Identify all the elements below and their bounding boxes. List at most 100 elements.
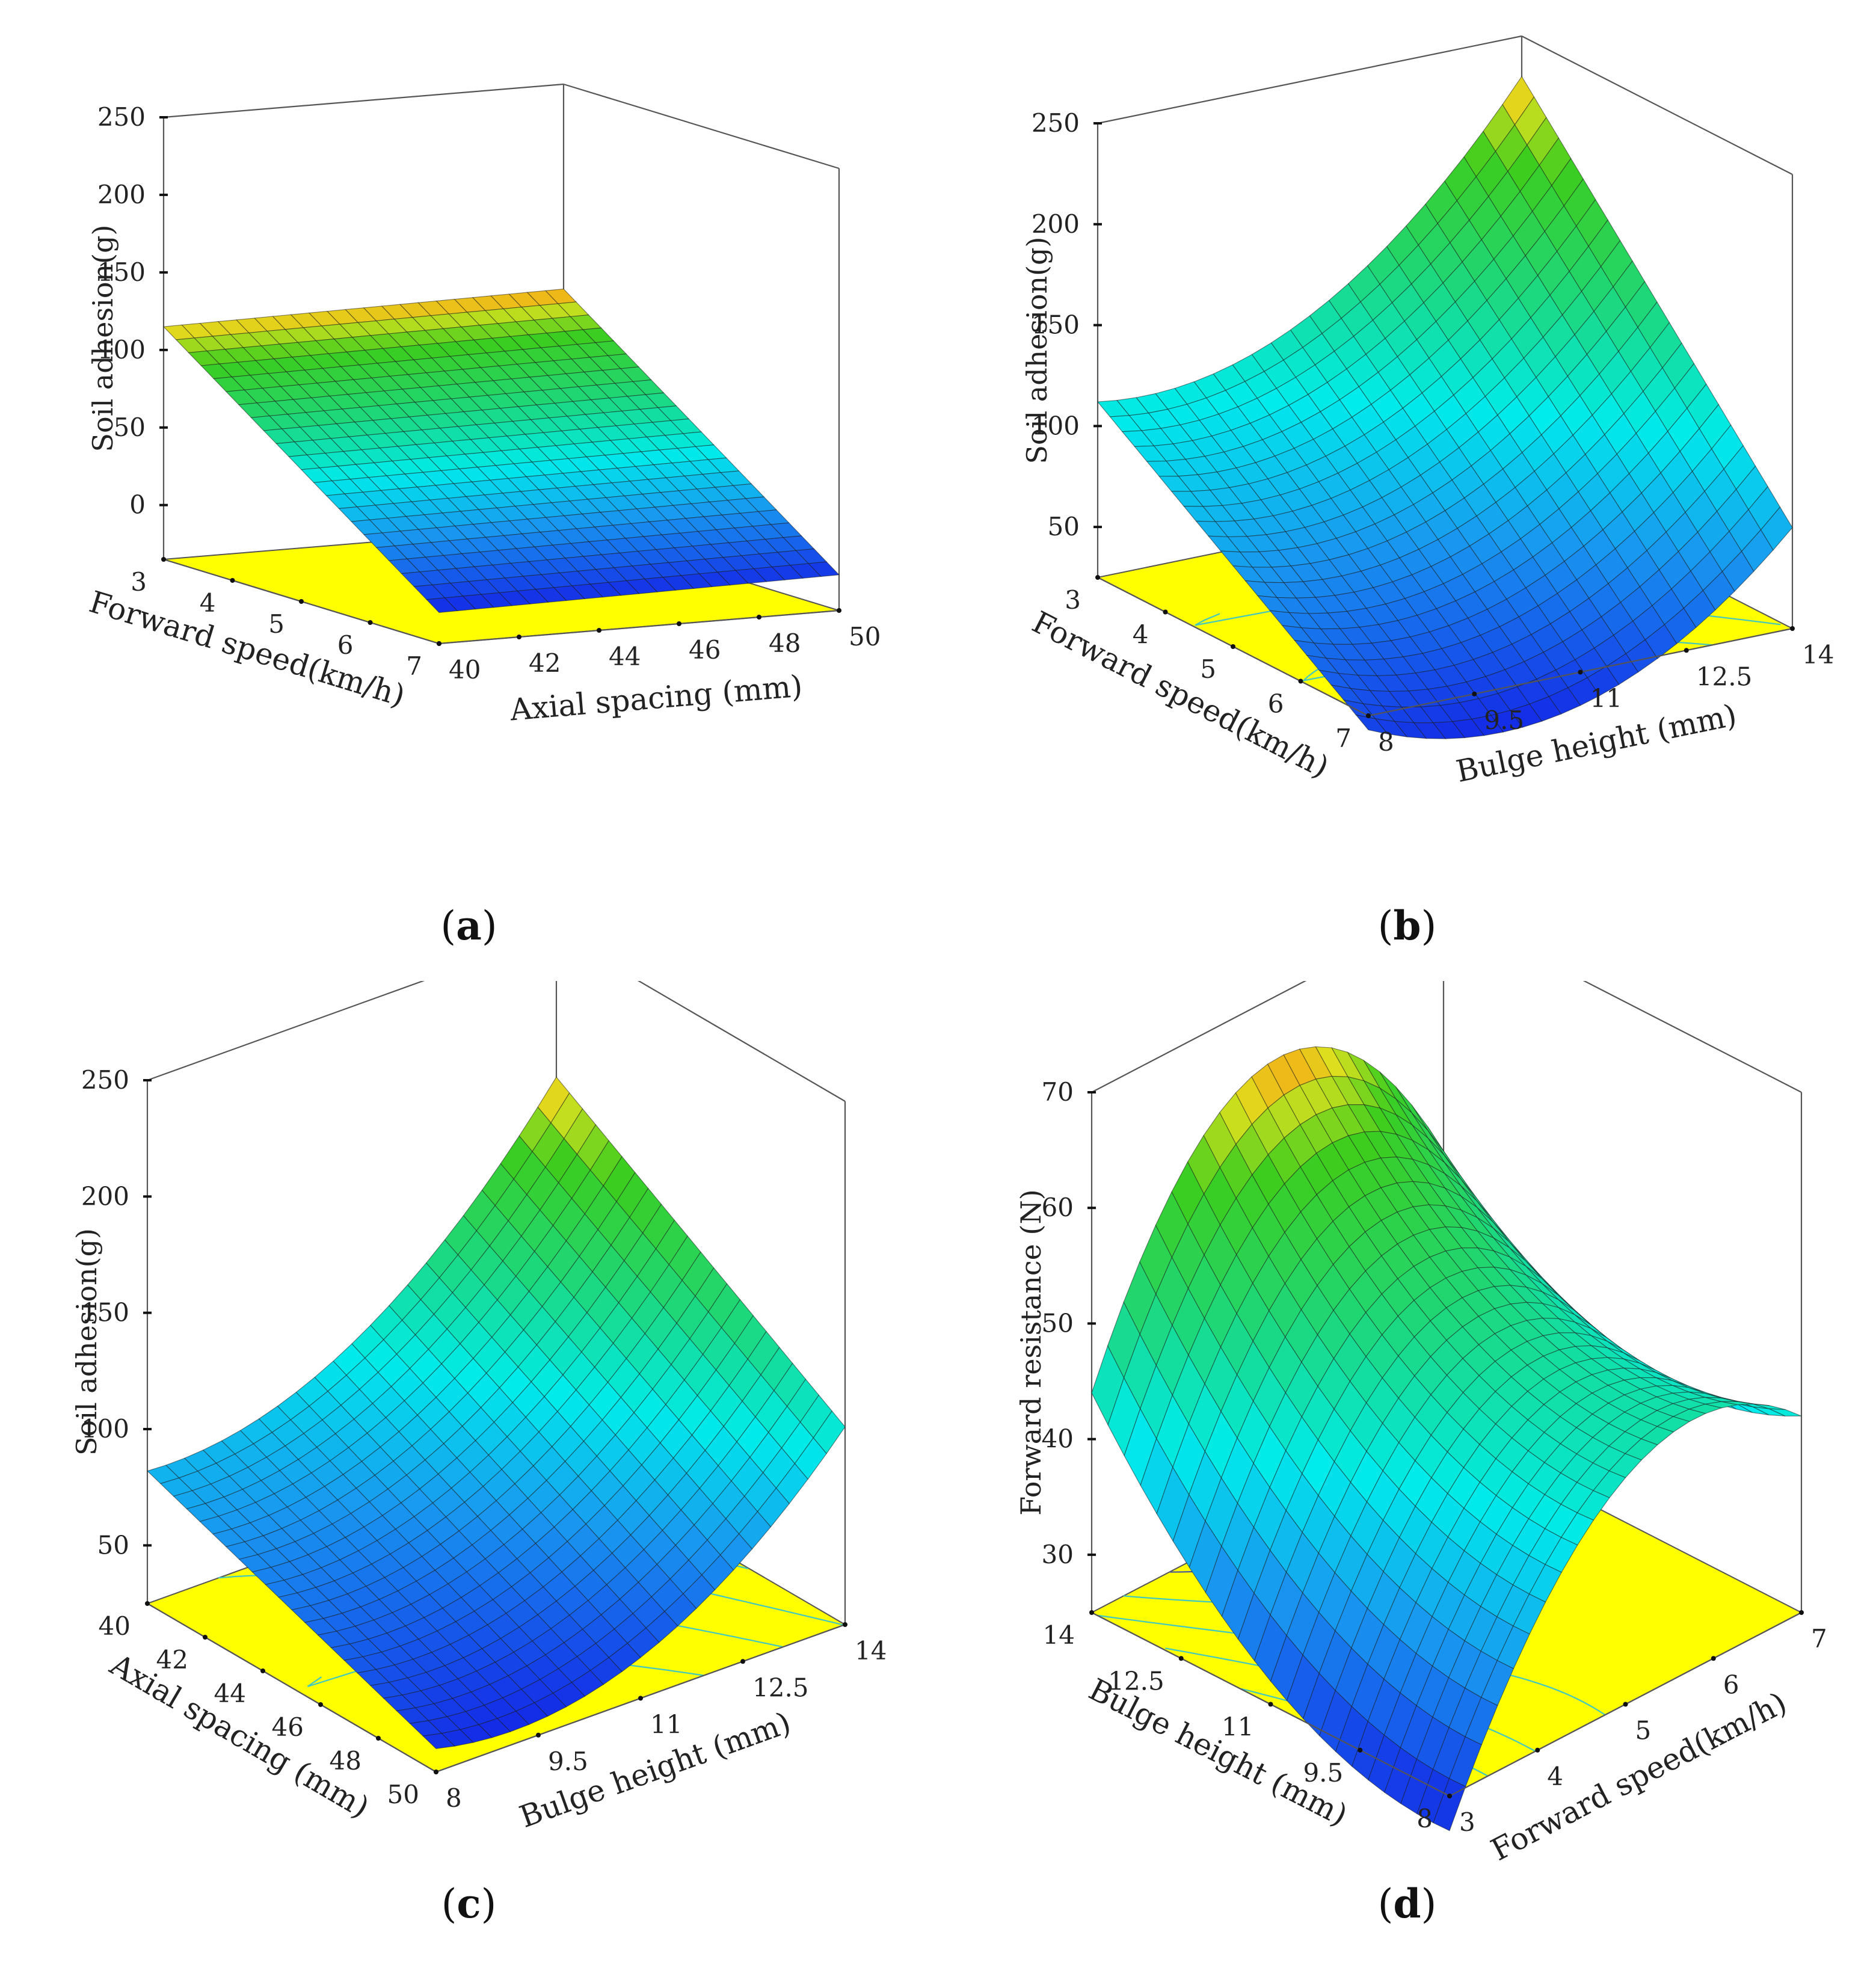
x-tick bbox=[1684, 648, 1689, 653]
z-tick-label: 150 bbox=[97, 257, 146, 287]
x-tick-label: 48 bbox=[769, 629, 801, 658]
z-tick-label: 30 bbox=[1042, 1540, 1074, 1569]
y-tick bbox=[1231, 644, 1235, 649]
x-tick-label: 14 bbox=[855, 1636, 887, 1665]
x-tick bbox=[1447, 1794, 1452, 1798]
y-tick bbox=[230, 578, 235, 583]
surface-cell bbox=[426, 597, 458, 613]
y-tick bbox=[376, 1736, 381, 1741]
surface-d bbox=[1091, 1046, 1802, 1831]
x-tick bbox=[437, 641, 441, 646]
z-tick-label: 150 bbox=[81, 1298, 129, 1327]
x-tick bbox=[638, 1696, 643, 1701]
x-tick bbox=[1535, 1747, 1540, 1753]
y-tick bbox=[1178, 1656, 1184, 1661]
z-tick-label: 100 bbox=[1032, 411, 1080, 440]
y-tick-label: 6 bbox=[1268, 689, 1284, 719]
x-tick bbox=[517, 635, 521, 639]
z-axis-title: Soil adhesion(g) bbox=[70, 1228, 103, 1456]
z-tick-label: 150 bbox=[1032, 310, 1080, 340]
z-tick-label: 0 bbox=[129, 490, 146, 520]
x-tick bbox=[434, 1770, 438, 1774]
frame-top-right-edge bbox=[1582, 981, 1802, 1093]
x-tick bbox=[1578, 669, 1583, 675]
z-tick-label: 50 bbox=[114, 413, 146, 442]
x-tick-label: 12.5 bbox=[752, 1673, 809, 1702]
surface-plot-d: 30 40 50 60 70 Forward resistance (N) 14 12.5 11… bbox=[1015, 981, 1827, 1868]
caption-b: (b) bbox=[1377, 902, 1437, 949]
surface-b bbox=[1096, 76, 1793, 739]
panel-c: 50 100 150 200 250 Soil adhesion(g) 40 42 44 46 48… bbox=[0, 981, 938, 1962]
y-tick bbox=[1268, 1702, 1273, 1707]
y-tick bbox=[161, 557, 166, 562]
frame-top-right-edge bbox=[1521, 35, 1793, 175]
y-tick-label: 9.5 bbox=[1303, 1758, 1343, 1788]
y-tick-label: 4 bbox=[200, 588, 216, 618]
x-tick-label: 14 bbox=[1802, 640, 1834, 669]
y-tick-label: 42 bbox=[156, 1645, 188, 1674]
y-tick-label: 50 bbox=[387, 1780, 419, 1809]
x-tick-label: 50 bbox=[849, 622, 881, 651]
caption-d: (d) bbox=[1377, 1880, 1437, 1927]
z-tick-label: 60 bbox=[1042, 1193, 1074, 1222]
y-tick-label: 5 bbox=[1200, 654, 1216, 684]
y-tick bbox=[299, 599, 304, 604]
x-tick bbox=[536, 1732, 541, 1738]
frame-top-right-edge bbox=[563, 83, 840, 170]
y-tick-label: 40 bbox=[99, 1611, 131, 1641]
x-axis-line bbox=[438, 609, 840, 645]
y-tick bbox=[1358, 1747, 1363, 1753]
x-tick-label: 11 bbox=[650, 1710, 682, 1739]
surface-a bbox=[162, 288, 840, 613]
y-tick-label: 48 bbox=[330, 1746, 361, 1776]
x-tick bbox=[1623, 1702, 1628, 1707]
z-tick-label: 250 bbox=[97, 102, 146, 132]
x-tick-label: 5 bbox=[1635, 1716, 1652, 1745]
frame-top-right-edge bbox=[637, 981, 846, 1102]
y-tick-label: 6 bbox=[337, 630, 354, 660]
x-tick-label: 8 bbox=[1378, 727, 1394, 757]
y-tick-label: 4 bbox=[1133, 620, 1149, 650]
frame-back-a bbox=[162, 83, 840, 610]
z-tick-label: 50 bbox=[1048, 512, 1080, 541]
x-tick bbox=[597, 628, 601, 633]
caption-c: (c) bbox=[441, 1880, 497, 1927]
z-axis-title: Soil adhesion(g) bbox=[1021, 237, 1053, 464]
y-tick-label: 11 bbox=[1222, 1712, 1253, 1742]
y-tick bbox=[1298, 678, 1303, 684]
surface-plot-c: 50 100 150 200 250 Soil adhesion(g) 40 42 44 46 48… bbox=[70, 981, 887, 1834]
x-tick bbox=[843, 1622, 847, 1627]
y-tick-label: 12.5 bbox=[1108, 1666, 1164, 1696]
frame-top-left-edge bbox=[163, 83, 564, 118]
z-tick-label: 70 bbox=[1042, 1077, 1074, 1107]
x-tick-label: 11 bbox=[1590, 684, 1622, 713]
y-tick-label: 7 bbox=[406, 651, 422, 681]
x-tick bbox=[740, 1659, 745, 1664]
frame-top-left-edge bbox=[1091, 981, 1307, 1093]
y-tick bbox=[1163, 609, 1168, 615]
y-tick-label: 5 bbox=[268, 609, 284, 639]
x-tick bbox=[837, 608, 841, 613]
x-tick-label: 42 bbox=[529, 648, 561, 678]
z-tick-label: 250 bbox=[81, 1065, 129, 1095]
frame-top-left-edge bbox=[1097, 35, 1522, 125]
x-tick bbox=[677, 621, 681, 626]
surface-c bbox=[146, 1076, 846, 1749]
x-tick-label: 7 bbox=[1811, 1624, 1827, 1653]
caption-a: (a) bbox=[440, 902, 497, 949]
x-tick-label: 12.5 bbox=[1696, 662, 1753, 691]
y-tick-label: 3 bbox=[1065, 585, 1081, 615]
y-tick-label: 7 bbox=[1335, 724, 1352, 753]
panel-a: 0 50 100 150 200 250 Soil adhesion(g) 3 4 5 6 7 Forw… bbox=[0, 0, 938, 981]
y-axis-line bbox=[147, 1603, 437, 1773]
y-tick-label: 44 bbox=[214, 1679, 246, 1708]
z-tick-label: 250 bbox=[1032, 108, 1080, 138]
x-tick-label: 46 bbox=[689, 635, 721, 665]
z-tick-label: 200 bbox=[97, 180, 146, 209]
x-tick bbox=[1366, 713, 1371, 718]
x-tick bbox=[1799, 1610, 1804, 1615]
x-tick bbox=[1711, 1656, 1716, 1661]
z-axis-title: Soil adhesion(g) bbox=[87, 225, 119, 452]
y-tick bbox=[368, 620, 373, 625]
